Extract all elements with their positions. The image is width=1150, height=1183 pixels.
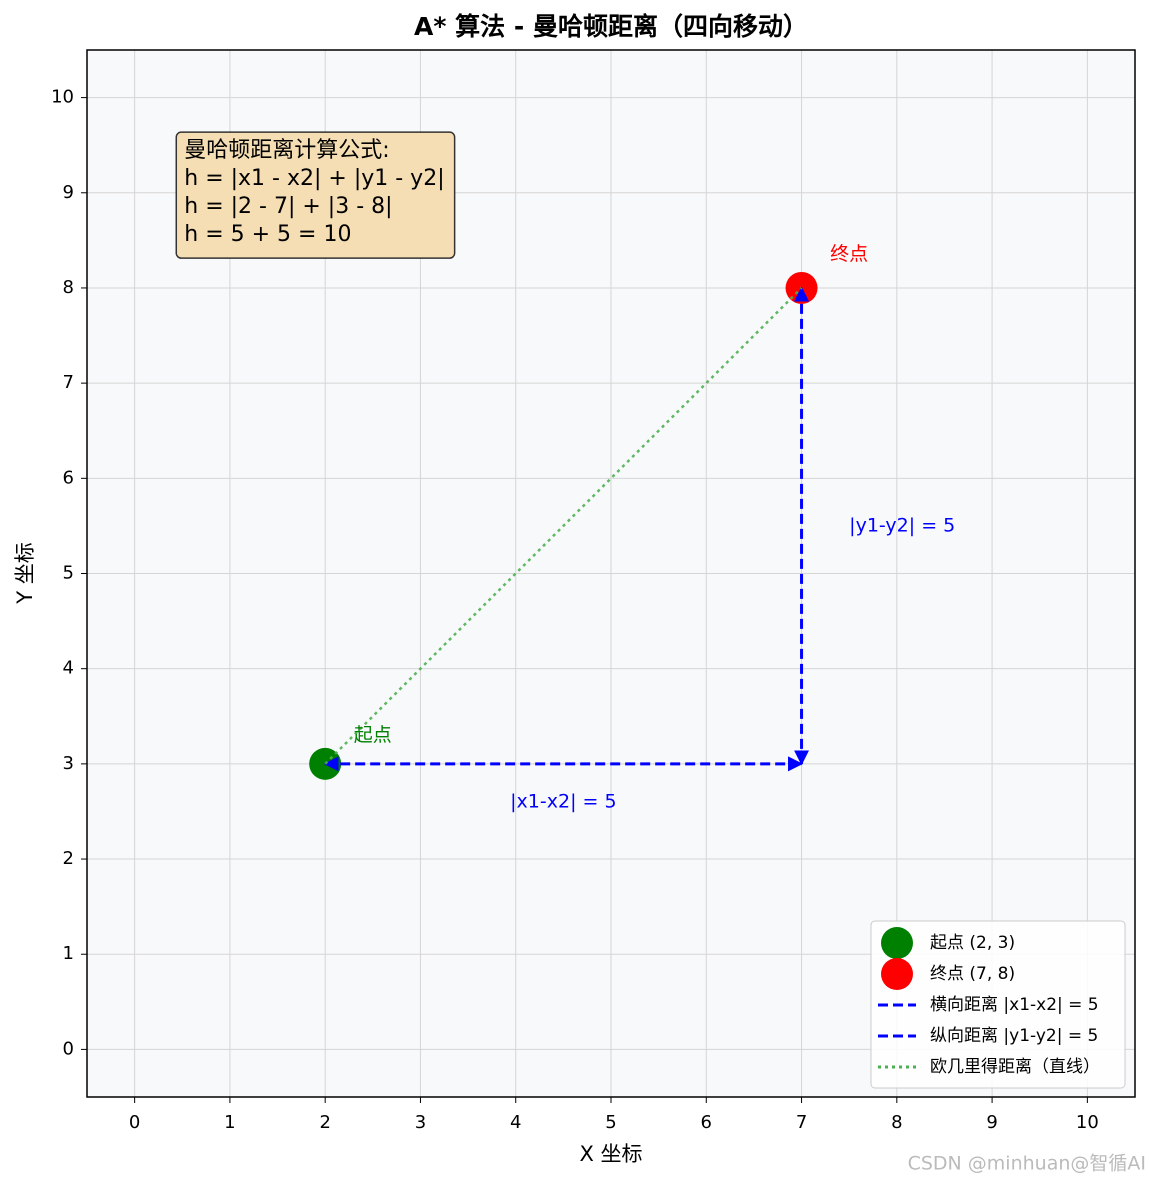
legend-label: 终点 (7, 8) <box>930 964 1015 984</box>
annotation: 终点 <box>830 243 868 265</box>
text-box-line: h = 5 + 5 = 10 <box>184 222 351 247</box>
legend-label: 起点 (2, 3) <box>930 933 1015 953</box>
y-tick-label: 10 <box>51 87 74 108</box>
legend-label: 欧几里得距离（直线） <box>930 1057 1100 1077</box>
text-box-line: h = |x1 - x2| + |y1 - y2| <box>184 166 444 191</box>
x-tick-label: 10 <box>1076 1112 1099 1133</box>
x-axis-label: X 坐标 <box>579 1142 642 1166</box>
y-tick-label: 6 <box>63 467 74 488</box>
x-tick-label: 3 <box>415 1112 426 1133</box>
y-tick-label: 8 <box>63 277 74 298</box>
plot-frame <box>86 49 1136 1098</box>
watermark: CSDN @minhuan@智循AI <box>908 1153 1146 1175</box>
line-series <box>324 287 803 765</box>
annotation: 起点 <box>354 724 392 746</box>
annotation: |y1-y2| = 5 <box>849 514 955 536</box>
x-tick-label: 1 <box>224 1112 235 1133</box>
chart-title: A* 算法 - 曼哈顿距离（四向移动） <box>414 12 808 41</box>
x-tick-label: 6 <box>701 1112 712 1133</box>
x-tick-label: 5 <box>605 1112 616 1133</box>
annotation: |x1-x2| = 5 <box>510 790 616 812</box>
y-tick-label: 9 <box>63 182 74 203</box>
text-box-line: h = |2 - 7| + |3 - 8| <box>184 194 392 219</box>
y-axis-label: Y 坐标 <box>13 542 37 605</box>
y-tick-label: 7 <box>63 372 74 393</box>
x-tick-label: 7 <box>796 1112 807 1133</box>
x-tick-label: 2 <box>319 1112 330 1133</box>
x-tick-label: 0 <box>129 1112 140 1133</box>
legend-box <box>870 920 1126 1089</box>
text-box-line: 曼哈顿距离计算公式: <box>184 138 389 163</box>
x-tick-label: 4 <box>510 1112 521 1133</box>
text-box <box>175 131 456 259</box>
y-tick-label: 2 <box>63 848 74 869</box>
y-tick-label: 4 <box>63 658 74 679</box>
y-tick-label: 1 <box>63 943 74 964</box>
legend-swatch <box>881 927 913 959</box>
x-tick-label: 9 <box>986 1112 997 1133</box>
y-tick-label: 0 <box>63 1038 74 1059</box>
x-tick-label: 8 <box>891 1112 902 1133</box>
legend-swatch <box>881 958 913 990</box>
legend-label: 横向距离 |x1-x2| = 5 <box>930 995 1099 1015</box>
legend-label: 纵向距离 |y1-y2| = 5 <box>930 1026 1098 1046</box>
y-tick-label: 3 <box>63 753 74 774</box>
y-tick-label: 5 <box>63 563 74 584</box>
